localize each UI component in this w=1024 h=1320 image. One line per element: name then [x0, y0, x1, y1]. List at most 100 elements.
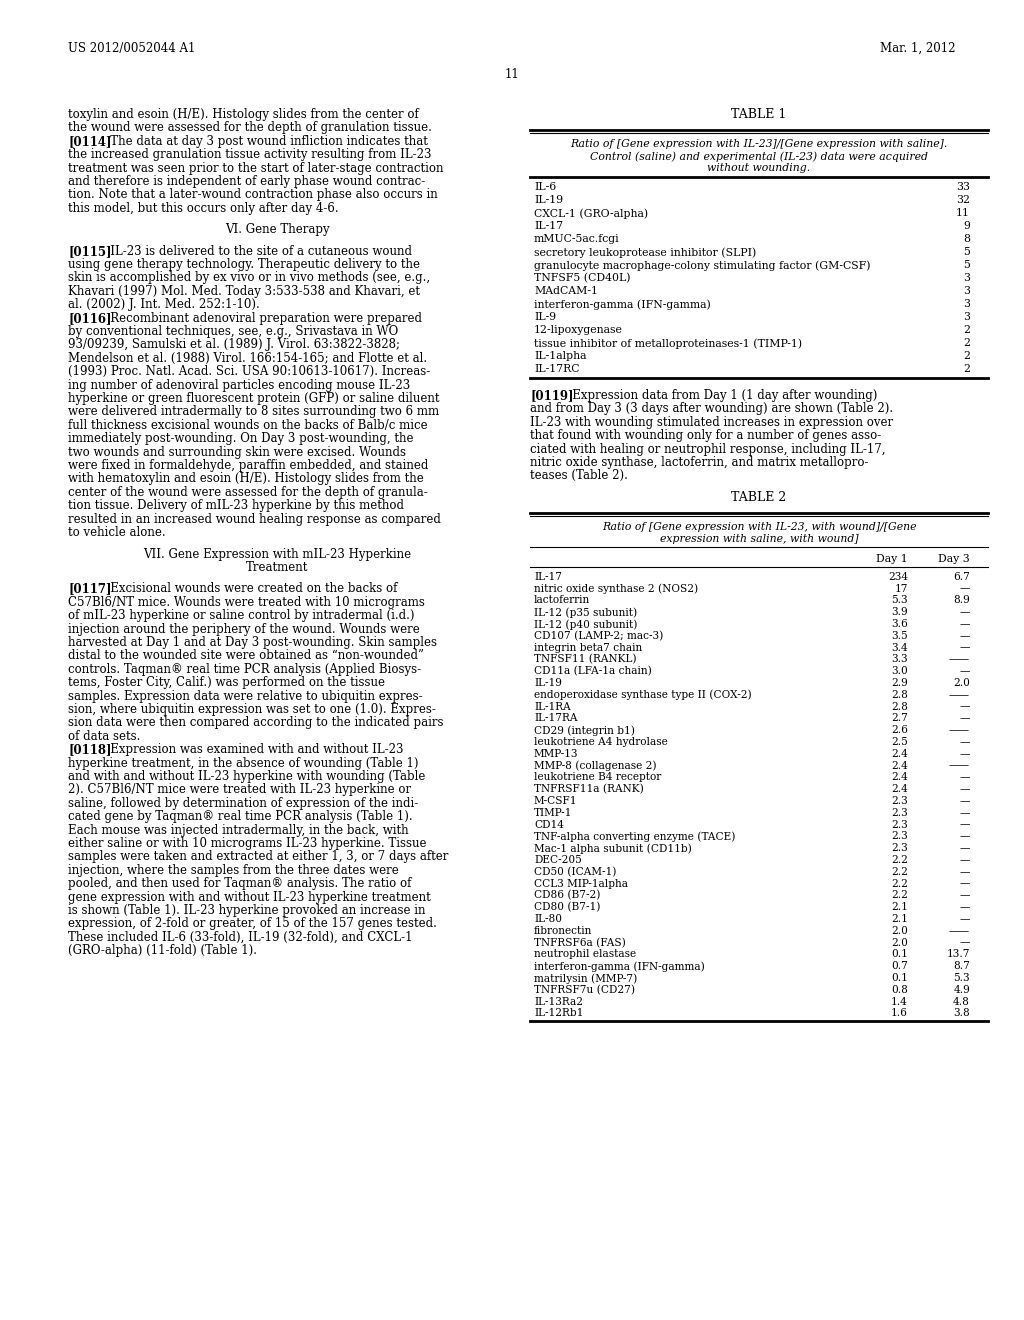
- Text: —: —: [959, 713, 970, 723]
- Text: —: —: [959, 820, 970, 829]
- Text: TNFSF11 (RANKL): TNFSF11 (RANKL): [534, 655, 637, 665]
- Text: 3: 3: [963, 312, 970, 322]
- Text: full thickness excisional wounds on the backs of Balb/c mice: full thickness excisional wounds on the …: [68, 418, 428, 432]
- Text: 2). C57Bl6/NT mice were treated with IL-23 hyperkine or: 2). C57Bl6/NT mice were treated with IL-…: [68, 783, 411, 796]
- Text: —: —: [959, 796, 970, 807]
- Text: TNF-alpha converting enzyme (TACE): TNF-alpha converting enzyme (TACE): [534, 832, 735, 842]
- Text: interferon-gamma (IFN-gamma): interferon-gamma (IFN-gamma): [534, 961, 705, 972]
- Text: DEC-205: DEC-205: [534, 855, 582, 865]
- Text: 2.3: 2.3: [891, 808, 908, 818]
- Text: samples were taken and extracted at either 1, 3, or 7 days after: samples were taken and extracted at eith…: [68, 850, 449, 863]
- Text: leukotriene B4 receptor: leukotriene B4 receptor: [534, 772, 662, 783]
- Text: 2.0: 2.0: [891, 937, 908, 948]
- Text: 8: 8: [963, 234, 970, 244]
- Text: and with and without IL-23 hyperkine with wounding (Table: and with and without IL-23 hyperkine wit…: [68, 770, 425, 783]
- Text: fibronectin: fibronectin: [534, 925, 592, 936]
- Text: 11: 11: [956, 209, 970, 218]
- Text: CD50 (ICAM-1): CD50 (ICAM-1): [534, 867, 616, 876]
- Text: 2.2: 2.2: [891, 867, 908, 876]
- Text: Expression data from Day 1 (1 day after wounding): Expression data from Day 1 (1 day after …: [561, 389, 878, 403]
- Text: Khavari (1997) Mol. Med. Today 3:533-538 and Khavari, et: Khavari (1997) Mol. Med. Today 3:533-538…: [68, 285, 420, 298]
- Text: MMP-13: MMP-13: [534, 748, 579, 759]
- Text: injection, where the samples from the three dates were: injection, where the samples from the th…: [68, 863, 398, 876]
- Text: 1.4: 1.4: [891, 997, 908, 1007]
- Text: gene expression with and without IL-23 hyperkine treatment: gene expression with and without IL-23 h…: [68, 891, 431, 904]
- Text: —: —: [959, 631, 970, 640]
- Text: MMP-8 (collagenase 2): MMP-8 (collagenase 2): [534, 760, 656, 771]
- Text: CD80 (B7-1): CD80 (B7-1): [534, 902, 600, 912]
- Text: 93/09239, Samulski et al. (1989) J. Virol. 63:3822-3828;: 93/09239, Samulski et al. (1989) J. Viro…: [68, 338, 400, 351]
- Text: of mIL-23 hyperkine or saline control by intradermal (i.d.): of mIL-23 hyperkine or saline control by…: [68, 609, 415, 622]
- Text: CXCL-1 (GRO-alpha): CXCL-1 (GRO-alpha): [534, 209, 648, 219]
- Text: 2.3: 2.3: [891, 796, 908, 807]
- Text: 234: 234: [888, 572, 908, 582]
- Text: 3.5: 3.5: [891, 631, 908, 640]
- Text: 32: 32: [956, 195, 970, 205]
- Text: using gene therapy technology. Therapeutic delivery to the: using gene therapy technology. Therapeut…: [68, 259, 420, 271]
- Text: mMUC-5ac.fcgi: mMUC-5ac.fcgi: [534, 234, 620, 244]
- Text: without wounding.: without wounding.: [708, 162, 811, 173]
- Text: 3.8: 3.8: [953, 1008, 970, 1019]
- Text: 9: 9: [964, 220, 970, 231]
- Text: and from Day 3 (3 days after wounding) are shown (Table 2).: and from Day 3 (3 days after wounding) a…: [530, 403, 893, 416]
- Text: 2.0: 2.0: [891, 925, 908, 936]
- Text: leukotriene A4 hydrolase: leukotriene A4 hydrolase: [534, 737, 668, 747]
- Text: by conventional techniques, see, e.g., Srivastava in WO: by conventional techniques, see, e.g., S…: [68, 325, 398, 338]
- Text: [0118]: [0118]: [68, 743, 112, 756]
- Text: IL-17RA: IL-17RA: [534, 713, 578, 723]
- Text: 3.9: 3.9: [891, 607, 908, 618]
- Text: sion, where ubiquitin expression was set to one (1.0). Expres-: sion, where ubiquitin expression was set…: [68, 704, 436, 715]
- Text: 4.8: 4.8: [953, 997, 970, 1007]
- Text: —: —: [959, 902, 970, 912]
- Text: —: —: [959, 772, 970, 783]
- Text: Treatment: Treatment: [246, 561, 308, 574]
- Text: 2.7: 2.7: [891, 713, 908, 723]
- Text: 13.7: 13.7: [946, 949, 970, 960]
- Text: this model, but this occurs only after day 4-6.: this model, but this occurs only after d…: [68, 202, 339, 215]
- Text: ——: ——: [949, 690, 970, 700]
- Text: 2.6: 2.6: [891, 725, 908, 735]
- Text: IL-6: IL-6: [534, 182, 556, 191]
- Text: TNFRSF11a (RANK): TNFRSF11a (RANK): [534, 784, 644, 795]
- Text: —: —: [959, 619, 970, 630]
- Text: 0.1: 0.1: [891, 949, 908, 960]
- Text: 2.4: 2.4: [891, 772, 908, 783]
- Text: 2.2: 2.2: [891, 879, 908, 888]
- Text: IL-80: IL-80: [534, 913, 562, 924]
- Text: —: —: [959, 607, 970, 618]
- Text: resulted in an increased wound healing response as compared: resulted in an increased wound healing r…: [68, 512, 441, 525]
- Text: and therefore is independent of early phase wound contrac-: and therefore is independent of early ph…: [68, 176, 425, 187]
- Text: 5: 5: [964, 247, 970, 257]
- Text: samples. Expression data were relative to ubiquitin expres-: samples. Expression data were relative t…: [68, 689, 423, 702]
- Text: the increased granulation tissue activity resulting from IL-23: the increased granulation tissue activit…: [68, 148, 431, 161]
- Text: immediately post-wounding. On Day 3 post-wounding, the: immediately post-wounding. On Day 3 post…: [68, 432, 414, 445]
- Text: —: —: [959, 784, 970, 795]
- Text: [0115]: [0115]: [68, 244, 112, 257]
- Text: —: —: [959, 643, 970, 652]
- Text: teases (Table 2).: teases (Table 2).: [530, 470, 628, 482]
- Text: Expression was examined with and without IL-23: Expression was examined with and without…: [98, 743, 403, 756]
- Text: 3.0: 3.0: [891, 667, 908, 676]
- Text: IL-1alpha: IL-1alpha: [534, 351, 587, 360]
- Text: center of the wound were assessed for the depth of granula-: center of the wound were assessed for th…: [68, 486, 428, 499]
- Text: that found with wounding only for a number of genes asso-: that found with wounding only for a numb…: [530, 429, 882, 442]
- Text: distal to the wounded site were obtained as “non-wounded”: distal to the wounded site were obtained…: [68, 649, 424, 663]
- Text: 3: 3: [963, 273, 970, 282]
- Text: —: —: [959, 583, 970, 594]
- Text: interferon-gamma (IFN-gamma): interferon-gamma (IFN-gamma): [534, 300, 711, 310]
- Text: 2.4: 2.4: [891, 748, 908, 759]
- Text: CD107 (LAMP-2; mac-3): CD107 (LAMP-2; mac-3): [534, 631, 664, 642]
- Text: 2: 2: [963, 351, 970, 360]
- Text: TNFSF5 (CD40L): TNFSF5 (CD40L): [534, 273, 631, 284]
- Text: Day 1: Day 1: [877, 554, 908, 564]
- Text: injection around the periphery of the wound. Wounds were: injection around the periphery of the wo…: [68, 623, 420, 635]
- Text: TNFRSF6a (FAS): TNFRSF6a (FAS): [534, 937, 626, 948]
- Text: 0.1: 0.1: [891, 973, 908, 983]
- Text: Each mouse was injected intradermally, in the back, with: Each mouse was injected intradermally, i…: [68, 824, 409, 837]
- Text: —: —: [959, 855, 970, 865]
- Text: toxylin and esoin (H/E). Histology slides from the center of: toxylin and esoin (H/E). Histology slide…: [68, 108, 419, 121]
- Text: Mac-1 alpha subunit (CD11b): Mac-1 alpha subunit (CD11b): [534, 843, 692, 854]
- Text: ing number of adenoviral particles encoding mouse IL-23: ing number of adenoviral particles encod…: [68, 379, 411, 392]
- Text: 2: 2: [963, 364, 970, 374]
- Text: TNFRSF7u (CD27): TNFRSF7u (CD27): [534, 985, 635, 995]
